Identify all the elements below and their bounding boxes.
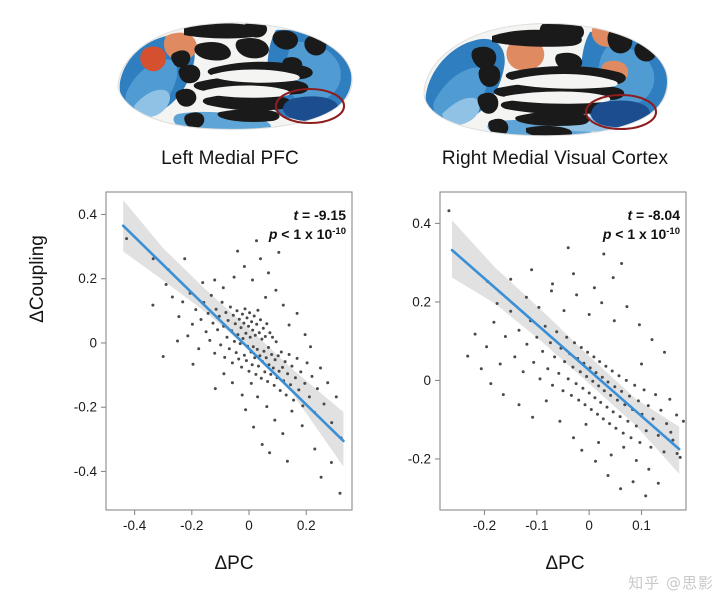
scatter-svg-right: -0.2 -0.1 0 0.1 0.4 0.2 0 -0.2 t = -8.04 p < 1 x …	[408, 191, 687, 533]
y-tick-label: -0.4	[74, 464, 98, 479]
right-hemisphere-svg	[423, 23, 669, 137]
left-hemisphere-svg	[117, 22, 353, 130]
panel-title-right: Right Medial Visual Cortex	[441, 148, 669, 169]
y-tick-label: -0.2	[74, 400, 97, 415]
highlight-ellipse-icon	[274, 87, 346, 125]
highlight-ellipse-icon	[584, 93, 658, 131]
brain-surface-left-medial-pfc	[80, 2, 380, 144]
regression-line	[121, 224, 345, 443]
stat-p-value: p < 1 x 10-10	[602, 226, 680, 242]
brain-surface-row	[0, 0, 720, 148]
y-tick-label: 0.4	[412, 216, 431, 231]
stat-t-value: t = -8.04	[627, 207, 680, 223]
scatter-plot-right-medial-visual-cortex: -0.2 -0.1 0 0.1 0.4 0.2 0 -0.2 t = -8.04 p < 1 x …	[396, 178, 696, 548]
x-tick-label: -0.1	[525, 518, 548, 533]
x-tick-label: 0	[585, 518, 593, 533]
stat-t-value: t = -9.15	[293, 207, 346, 223]
y-tick-label: 0.2	[78, 271, 97, 286]
y-tick-label: 0	[423, 373, 431, 388]
y-tick-label: 0	[89, 335, 97, 350]
plot-frame	[105, 191, 353, 511]
x-tick-label: -0.2	[180, 518, 203, 533]
stat-p-value: p < 1 x 10-10	[268, 226, 346, 242]
scatter-svg-left: -0.4 -0.2 0 0.2 0.4 0.2 0 -0.2 -0.4 t = -9.15 p < …	[74, 191, 353, 533]
panel-title-left: Left Medial PFC	[161, 148, 299, 169]
y-tick-label: 0.2	[412, 294, 431, 309]
watermark: 知乎 @思影	[628, 574, 714, 592]
regression-line	[450, 248, 681, 451]
confidence-band	[452, 220, 680, 474]
y-tick-label: -0.2	[408, 451, 431, 466]
x-tick-label: 0.2	[297, 518, 316, 533]
x-tick-label: -0.2	[473, 518, 496, 533]
x-axis-label-right: ΔPC	[545, 553, 585, 574]
x-axis-label-left: ΔPC	[214, 553, 254, 574]
scatter-plot-left-medial-pfc: -0.4 -0.2 0 0.2 0.4 0.2 0 -0.2 -0.4 t = -9.15 p < …	[62, 178, 362, 548]
x-tick-label: -0.4	[123, 518, 147, 533]
x-tick-label: 0	[245, 518, 253, 533]
brain-surface-right-medial-visual-cortex	[400, 2, 700, 144]
y-tick-label: 0.4	[78, 207, 97, 222]
y-axis-label: ΔCoupling	[27, 235, 48, 323]
x-tick-label: 0.1	[632, 518, 651, 533]
